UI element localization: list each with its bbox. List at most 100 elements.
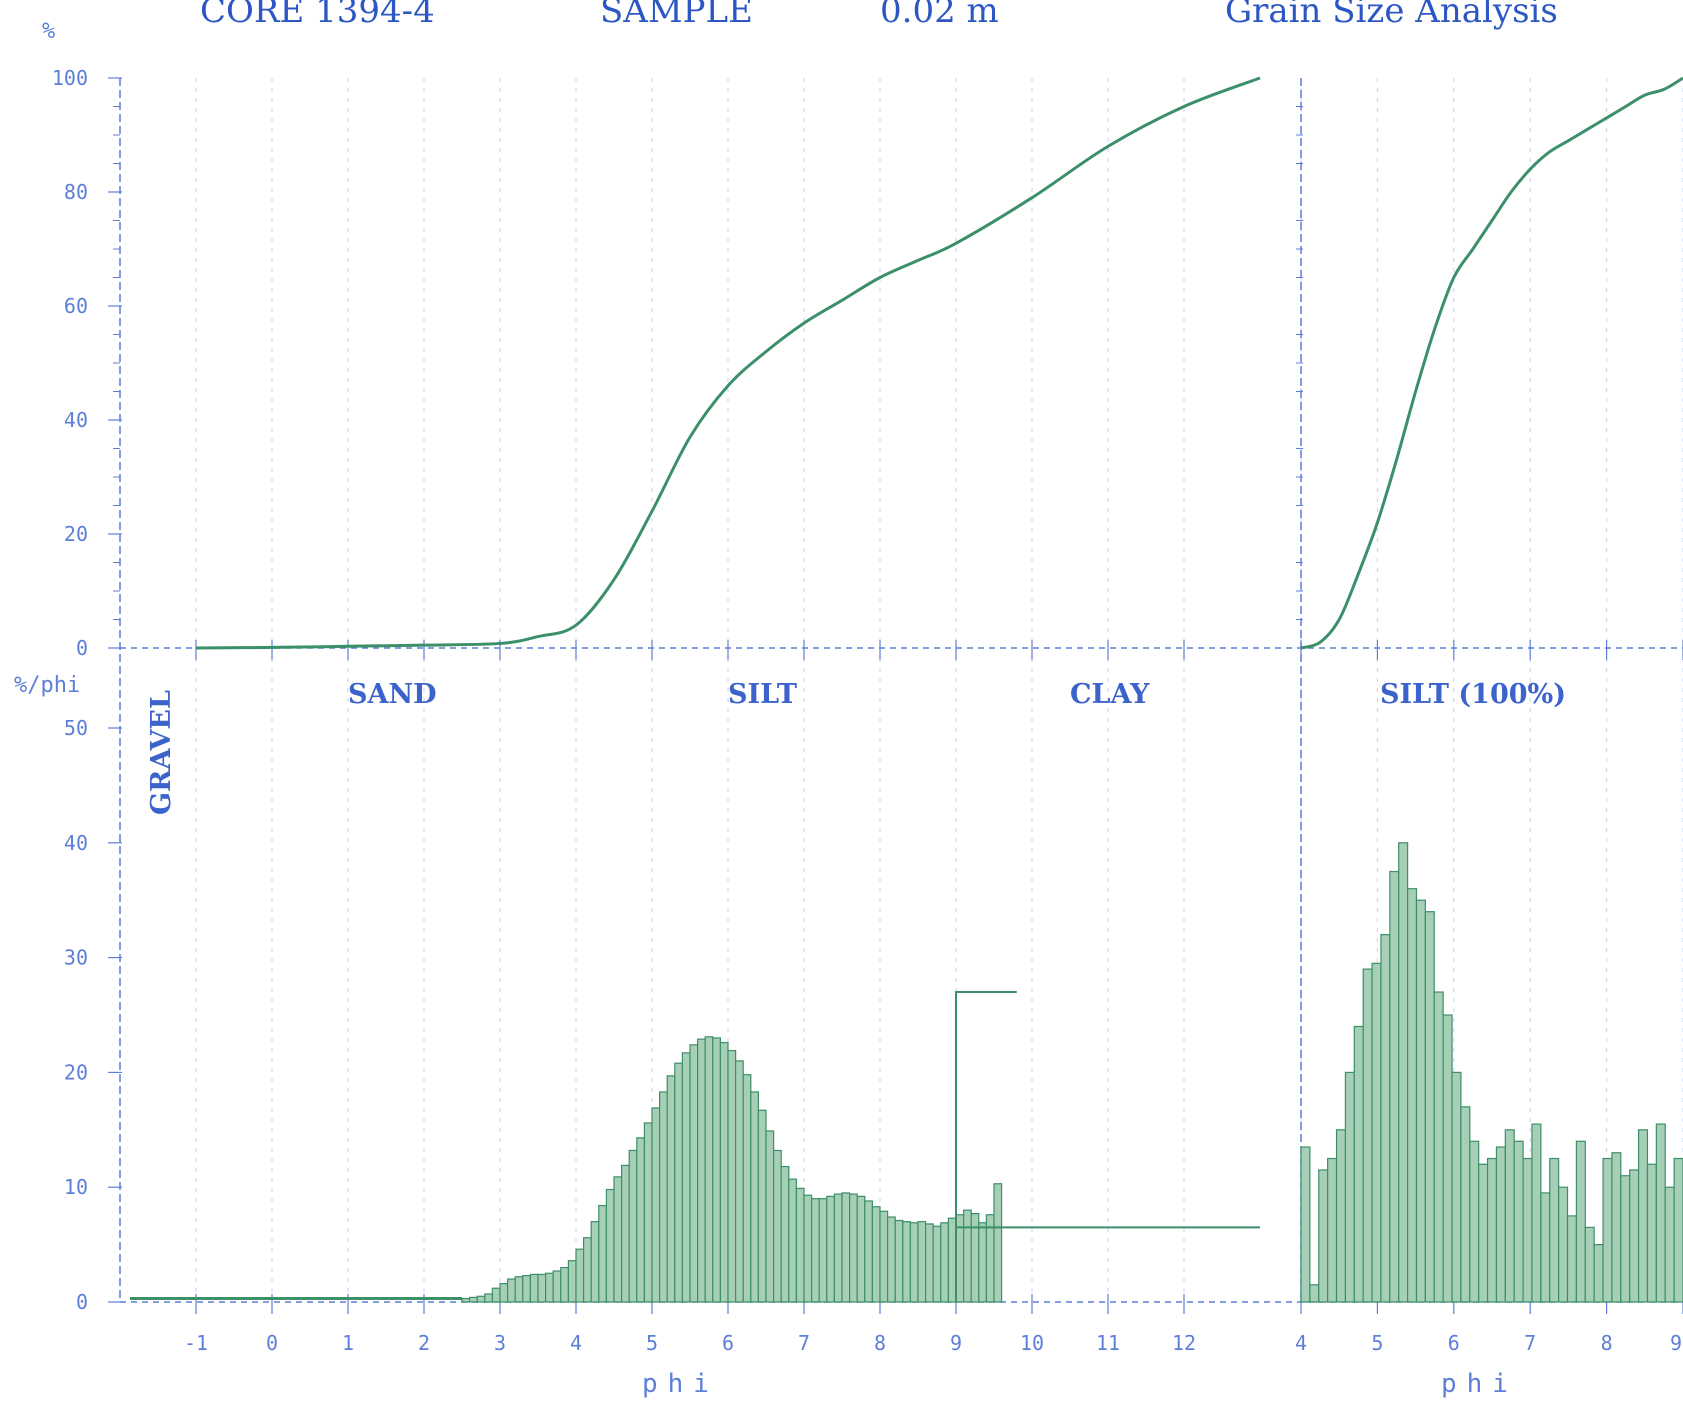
y-tick-label-histogram: 20: [64, 1060, 88, 1084]
histogram-bar: [1486, 1157, 1498, 1303]
histogram-bar: [484, 1293, 493, 1303]
y-tick-label-cumulative: 60: [64, 294, 88, 318]
histogram-bar: [734, 1060, 744, 1303]
histogram-bar: [499, 1283, 509, 1303]
x-tick-label-left: 5: [646, 1331, 658, 1355]
silt-zone-label: SILT: [728, 679, 797, 710]
histogram-bar: [537, 1273, 547, 1303]
histogram-bar: [469, 1296, 478, 1303]
histogram-bar: [1575, 1140, 1586, 1303]
chart-title: Grain Size Analysis: [1225, 0, 1558, 31]
histogram-bar: [582, 1237, 592, 1303]
histogram-bar: [1495, 1146, 1506, 1303]
y-tick-label-histogram: 50: [64, 716, 88, 740]
y-tick-label-cumulative: 100: [52, 66, 88, 90]
histogram-bar: [461, 1297, 471, 1303]
histogram-bar: [658, 1091, 668, 1303]
histogram-bar: [1566, 1215, 1577, 1303]
histogram-bar: [476, 1295, 486, 1303]
histogram-bar: [894, 1219, 904, 1303]
histogram-bar: [826, 1195, 835, 1303]
histogram-bar: [1611, 1152, 1622, 1303]
histogram-bar: [1629, 1169, 1640, 1303]
histogram-bar: [1602, 1157, 1613, 1303]
gravel-zone-label: GRAVEL: [146, 690, 177, 815]
histogram-bar: [856, 1195, 866, 1303]
histogram-bar: [1540, 1192, 1551, 1303]
histogram-bar: [1335, 1129, 1347, 1303]
histogram-bar: [871, 1206, 881, 1303]
histogram-bar: [757, 1109, 767, 1303]
histogram-bar: [491, 1287, 501, 1303]
core-label: CORE 1394-4: [200, 0, 435, 31]
x-tick-label-left: 0: [266, 1331, 278, 1355]
histogram-bar: [552, 1270, 562, 1303]
histogram-bar: [727, 1049, 737, 1303]
x-tick-label-left: -1: [184, 1331, 208, 1355]
histogram-bar: [674, 1062, 683, 1303]
histogram-bar: [636, 1137, 645, 1303]
histogram-bar: [1309, 1284, 1320, 1303]
histogram-bar: [598, 1204, 607, 1303]
x-tick-label-right: 9: [1670, 1331, 1682, 1355]
histogram-bar: [1327, 1157, 1338, 1303]
histogram-bar: [772, 1149, 782, 1303]
sample-label: SAMPLE: [600, 0, 753, 31]
histogram-bar: [742, 1074, 752, 1303]
x-tick-label-left: 8: [874, 1331, 886, 1355]
clay-annotation-bar: [955, 991, 1017, 1302]
y-tick-label-histogram: 30: [64, 946, 88, 970]
histogram-bar: [514, 1276, 524, 1303]
histogram-bar: [1584, 1226, 1595, 1303]
histogram-bar: [712, 1037, 721, 1303]
x-tick-label-left: 4: [570, 1331, 582, 1355]
histogram-bar: [575, 1248, 585, 1303]
histogram-bar: [1558, 1186, 1569, 1303]
histogram-full-range: [130, 991, 1260, 1303]
y-tick-label-histogram: 10: [64, 1175, 88, 1199]
histogram-bar: [666, 1075, 676, 1303]
histogram-bar: [1451, 1071, 1462, 1303]
histogram-bar: [628, 1149, 638, 1303]
histogram-bar: [1442, 1014, 1453, 1303]
histogram-bar: [567, 1260, 577, 1303]
histogram-bar: [879, 1210, 889, 1303]
x-axis-title-left: phi: [642, 1369, 719, 1399]
x-tick-label-left: 9: [950, 1331, 962, 1355]
histogram-bar: [1300, 1146, 1311, 1303]
x-tick-label-left: 7: [798, 1331, 810, 1355]
x-axis-title-right: phi: [1441, 1369, 1518, 1399]
histogram-bar: [1344, 1071, 1355, 1303]
x-tick-label-right: 5: [1371, 1331, 1383, 1355]
histogram-bar: [1398, 842, 1409, 1303]
y-tick-label-cumulative: 40: [64, 408, 88, 432]
histogram-bar: [1433, 991, 1444, 1303]
histogram-bar: [1593, 1243, 1604, 1303]
histogram-bar: [780, 1165, 790, 1303]
histogram-bar: [978, 1222, 987, 1303]
histogram-bar: [803, 1194, 813, 1303]
depth-label: 0.02 m: [880, 0, 999, 31]
y-tick-label-histogram: 40: [64, 831, 88, 855]
histogram-bar: [605, 1188, 615, 1303]
x-tick-label-left: 2: [418, 1331, 430, 1355]
histogram-bar: [909, 1222, 919, 1303]
histogram-bar: [788, 1178, 797, 1303]
x-tick-label-right: 6: [1448, 1331, 1460, 1355]
x-tick-label-right: 7: [1524, 1331, 1536, 1355]
histogram-bar: [940, 1222, 949, 1303]
histogram-bar: [833, 1193, 843, 1303]
histogram-bar: [1513, 1140, 1524, 1303]
histogram-bar: [1531, 1123, 1542, 1303]
histogram-bar: [1371, 962, 1382, 1303]
histogram-bar: [1646, 1163, 1657, 1303]
y-tick-label-cumulative: 20: [64, 522, 88, 546]
y-tick-label-histogram: 0: [76, 1290, 88, 1314]
histogram-bar: [750, 1091, 759, 1303]
y-tick-label-cumulative: 0: [76, 636, 88, 660]
x-tick-label-left: 3: [494, 1331, 506, 1355]
silt-100-zone-label: SILT (100%): [1380, 679, 1566, 710]
histogram-bar: [1620, 1175, 1631, 1303]
histogram-bar: [962, 1209, 972, 1303]
